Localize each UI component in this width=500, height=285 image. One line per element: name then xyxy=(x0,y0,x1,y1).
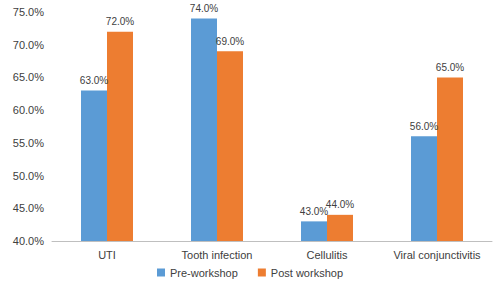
svg-text:65.0%: 65.0% xyxy=(436,62,464,73)
svg-text:Post workshop: Post workshop xyxy=(271,267,343,279)
svg-text:72.0%: 72.0% xyxy=(106,16,134,27)
svg-text:UTI: UTI xyxy=(98,249,116,261)
svg-text:63.0%: 63.0% xyxy=(80,75,108,86)
svg-text:Pre-workshop: Pre-workshop xyxy=(170,267,238,279)
svg-text:45.0%: 45.0% xyxy=(13,202,44,214)
svg-text:65.0%: 65.0% xyxy=(13,71,44,83)
svg-text:44.0%: 44.0% xyxy=(326,199,354,210)
svg-text:69.0%: 69.0% xyxy=(216,36,244,47)
svg-text:43.0%: 43.0% xyxy=(300,206,328,217)
svg-text:60.0%: 60.0% xyxy=(13,104,44,116)
svg-text:40.0%: 40.0% xyxy=(13,235,44,247)
svg-text:Viral conjunctivitis: Viral conjunctivitis xyxy=(393,249,481,261)
svg-text:50.0%: 50.0% xyxy=(13,170,44,182)
svg-text:Cellulitis: Cellulitis xyxy=(307,249,348,261)
svg-text:55.0%: 55.0% xyxy=(13,137,44,149)
svg-text:56.0%: 56.0% xyxy=(410,121,438,132)
svg-text:75.0%: 75.0% xyxy=(13,6,44,18)
svg-text:70.0%: 70.0% xyxy=(13,39,44,51)
svg-text:74.0%: 74.0% xyxy=(190,3,218,14)
svg-text:Tooth infection: Tooth infection xyxy=(182,249,253,261)
